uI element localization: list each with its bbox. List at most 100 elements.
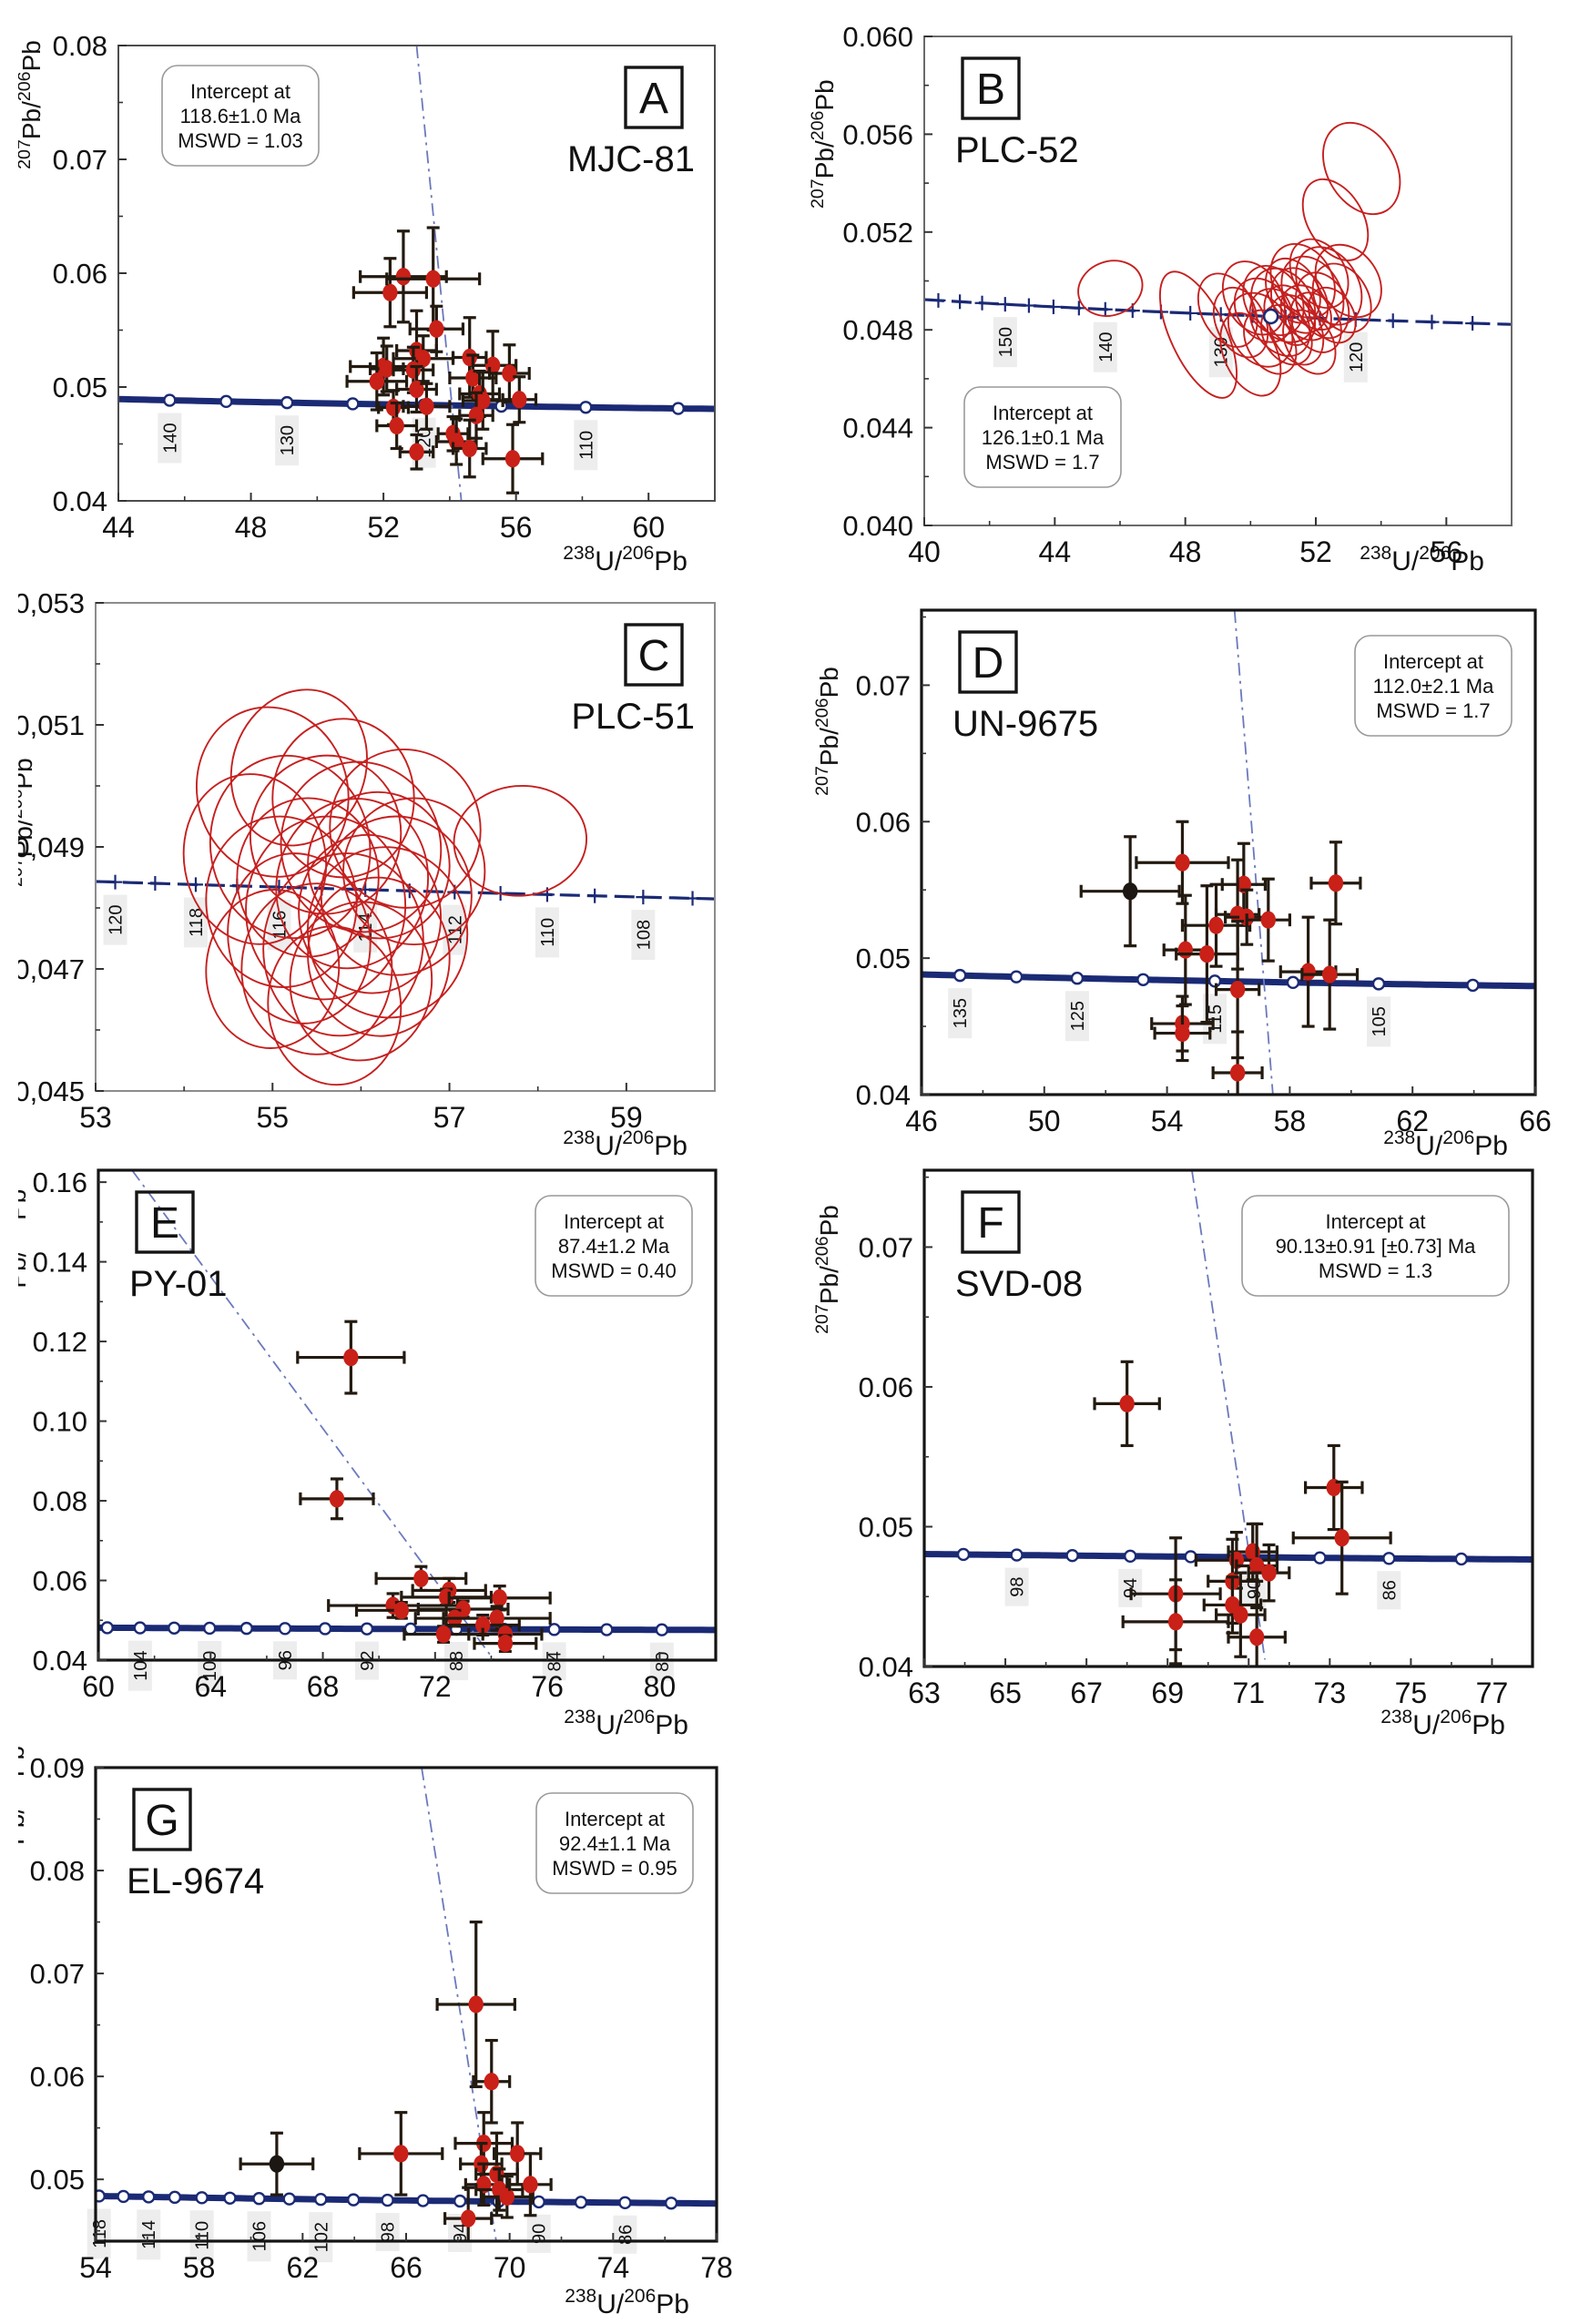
concordia-age-marker [1313,1551,1327,1565]
x-tick-label: 71 [1232,1677,1265,1709]
intercept-box-line: MSWD = 1.7 [985,451,1099,474]
plot-frame [97,1168,718,1662]
x-tick-label: 60 [632,511,665,544]
concordia-age-label-text: 105 [1370,1006,1390,1036]
y-tick-label: 0.12 [33,1326,87,1358]
concordia-age-label: 110 [535,907,559,958]
concordia-age-marker [416,2194,430,2207]
concordia-age-label: 130 [275,415,300,466]
data-point-red [492,1589,507,1607]
concordia-age-marker [168,1621,181,1635]
y-tick-label: 0,047 [18,953,85,985]
data-point-red [1233,1605,1248,1624]
concordia-age-label: 90 [1241,1570,1266,1609]
y-tick-label: 0.14 [33,1247,87,1279]
x-tick-label: 54 [79,2251,112,2284]
y-tick-label: 0.048 [842,314,913,346]
data-point-red [382,283,398,301]
panel-letter: E [150,1199,179,1248]
concordia-age-marker [381,2193,394,2207]
data-point-black [1122,882,1138,901]
y-tick-label: 0,053 [18,587,85,619]
x-axis-title: 238U/206Pb [565,2286,689,2319]
error-ellipse [267,925,402,1086]
data-point-red [1248,1628,1265,1646]
y-tick-label: 0.052 [842,217,913,249]
x-tick-label: 56 [1431,535,1463,568]
concordia-age-label: 80 [649,1642,674,1681]
panel-letter: A [639,75,668,123]
x-tick-label: 72 [419,1670,452,1703]
intercept-box-line: 118.6±1.0 Ma [180,105,302,127]
concordia-age-marker [1136,973,1150,986]
concordia-age-label: 86 [1377,1571,1401,1610]
panel-f: 9894908663656769717375770.040.050.060.07… [801,1166,1571,1745]
y-tick-label: 0.06 [33,1565,87,1597]
concordia-age-label: 106 [247,2211,271,2262]
panel-letter: C [638,632,670,680]
concordia-age-marker [278,1622,292,1636]
error-ellipse [1259,303,1313,366]
concordia-age-label-text: 102 [311,2222,331,2252]
concordia-age-marker [280,395,294,410]
x-axis-title: 238U/206Pb [1383,1127,1508,1161]
error-ellipse [1268,294,1325,366]
intercept-box-line: 87.4±1.2 Ma [558,1235,670,1258]
data-point-red [379,360,394,378]
data-point-red [1334,1529,1350,1547]
y-tick-label: 0.06 [859,1371,913,1403]
panel-letter: F [977,1199,1003,1248]
panel-c: 120 118 116 114 112 110 108 53 55 57 59 0,045 0,047 0… [18,583,774,1166]
sample-name: PY-01 [129,1264,228,1304]
concordia-age-marker [239,1621,253,1636]
error-ellipse [227,852,372,1024]
data-point-red [435,1625,452,1644]
concordia-age-label: 105 [1366,996,1390,1047]
concordia-age-marker [1466,978,1480,993]
x-tick-label: 44 [1039,535,1072,568]
concordia-age-marker [956,1547,971,1562]
concordia-age-label-text: 108 [634,920,654,950]
data-point-red [1248,1556,1265,1575]
data-point-red [1208,916,1224,934]
data-point-red [429,320,444,338]
error-ellipse [1282,309,1337,375]
intercept-box-line: MSWD = 0.40 [551,1259,677,1282]
data-point-red [393,2145,409,2163]
concordia-age-marker [655,1623,669,1636]
x-tick-label: 76 [531,1670,564,1703]
concordia-age-marker [671,402,686,415]
panel-g: 118 114 110 106 102 98 94 90 86 54 58 62 66 70 74 78 0.0… [18,1745,774,2324]
data-layer [345,226,545,494]
concordia-age-marker [1065,1549,1079,1563]
panel-letter-box [958,630,1018,694]
data-point-red [419,397,434,415]
x-tick-label: 44 [102,511,135,544]
concordia-age-label-text: 120 [107,904,127,934]
error-ellipse [1289,238,1350,310]
panel-g-plot: 118 114 110 106 102 98 94 90 86 54 58 62 66 70 74 78 0.0… [18,1746,733,2319]
data-point-red [1322,965,1338,984]
concordia-age-label: 104 [127,1640,152,1691]
concordia-age-label: 135 [948,988,973,1039]
panel-letter-box [624,623,684,687]
error-ellipse [298,833,443,994]
concordia-age-label-text: 98 [379,2222,399,2242]
error-ellipse [262,852,424,1037]
x-axis-title: 238U/206Pb [564,1707,688,1740]
y-tick-label: 0.10 [33,1406,87,1438]
x-tick-label: 40 [908,535,941,568]
x-tick-label: 75 [1395,1677,1428,1709]
intercept-box-line: Intercept at [1325,1210,1425,1233]
data-point-red [1167,1613,1184,1631]
error-ellipse [1077,260,1144,317]
y-axis-title: 207Pb/206Pb [18,1746,29,1875]
error-ellipse [275,798,430,970]
y-tick-label: 0.05 [859,1511,913,1543]
data-point-red [395,268,412,286]
x-tick-label: 56 [500,511,533,544]
discordia-line [1233,610,1274,1095]
